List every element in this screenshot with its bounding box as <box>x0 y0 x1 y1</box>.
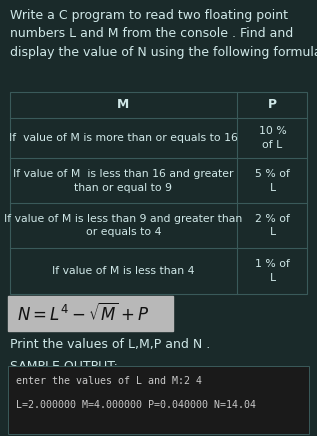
Text: If value of M  is less than 16 and greater
than or equal to 9: If value of M is less than 16 and greate… <box>13 169 234 193</box>
Text: P: P <box>268 98 277 111</box>
Text: If  value of M is more than or equals to 16: If value of M is more than or equals to … <box>9 133 238 143</box>
Text: 5 % of
L: 5 % of L <box>255 169 290 193</box>
Text: enter the values of L and M:2 4: enter the values of L and M:2 4 <box>16 376 202 386</box>
Text: If value of M is less than 4: If value of M is less than 4 <box>52 266 195 276</box>
Text: $N = L^{4} - \sqrt{M} + P$: $N = L^{4} - \sqrt{M} + P$ <box>17 303 150 324</box>
Text: If value of M is less than 9 and greater than
or equals to 4: If value of M is less than 9 and greater… <box>4 214 243 237</box>
Text: M: M <box>117 98 130 111</box>
FancyBboxPatch shape <box>8 296 173 331</box>
Text: SAMPLE OUTPUT:: SAMPLE OUTPUT: <box>10 360 117 373</box>
Text: 10 %
of L: 10 % of L <box>259 126 286 150</box>
Text: 2 % of
L: 2 % of L <box>255 214 290 237</box>
Text: L=2.000000 M=4.000000 P=0.040000 N=14.04: L=2.000000 M=4.000000 P=0.040000 N=14.04 <box>16 400 256 410</box>
FancyBboxPatch shape <box>8 366 309 434</box>
Bar <box>10 92 307 294</box>
Text: Write a C program to read two floating point
numbers L and M from the console . : Write a C program to read two floating p… <box>10 9 317 59</box>
Text: Print the values of L,M,P and N .: Print the values of L,M,P and N . <box>10 338 210 351</box>
Text: 1 % of
L: 1 % of L <box>255 259 290 283</box>
